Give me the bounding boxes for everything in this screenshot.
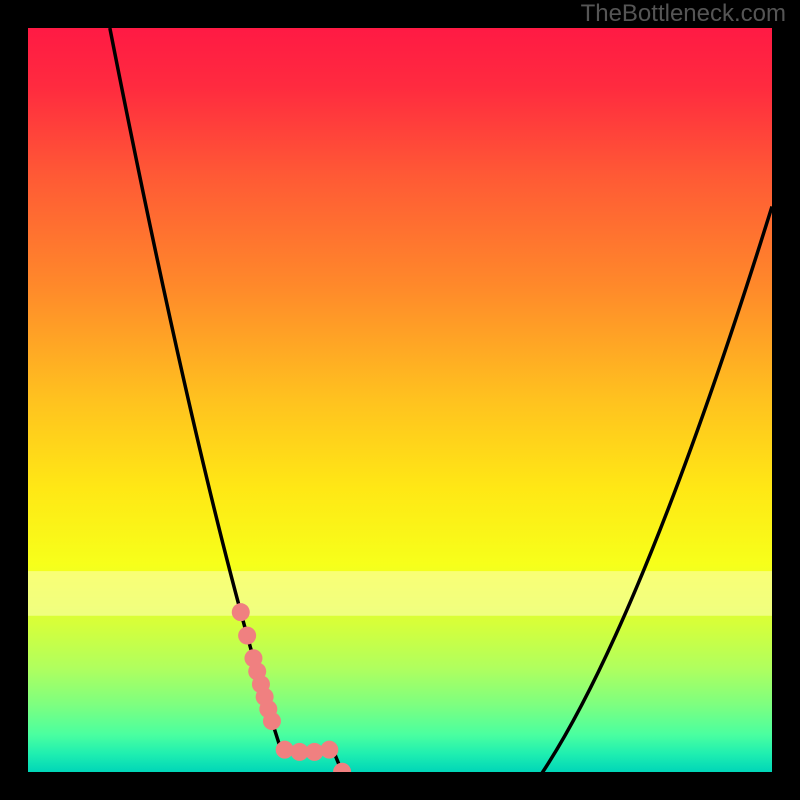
highlight-band	[28, 571, 772, 616]
gradient-background	[28, 28, 772, 772]
plot-svg	[28, 28, 772, 772]
watermark-text: TheBottleneck.com	[581, 0, 786, 28]
data-marker	[232, 603, 250, 621]
data-marker	[320, 741, 338, 759]
plot-area	[28, 28, 772, 772]
data-marker	[263, 712, 281, 730]
data-marker	[238, 627, 256, 645]
chart-root: TheBottleneck.com	[0, 0, 800, 800]
